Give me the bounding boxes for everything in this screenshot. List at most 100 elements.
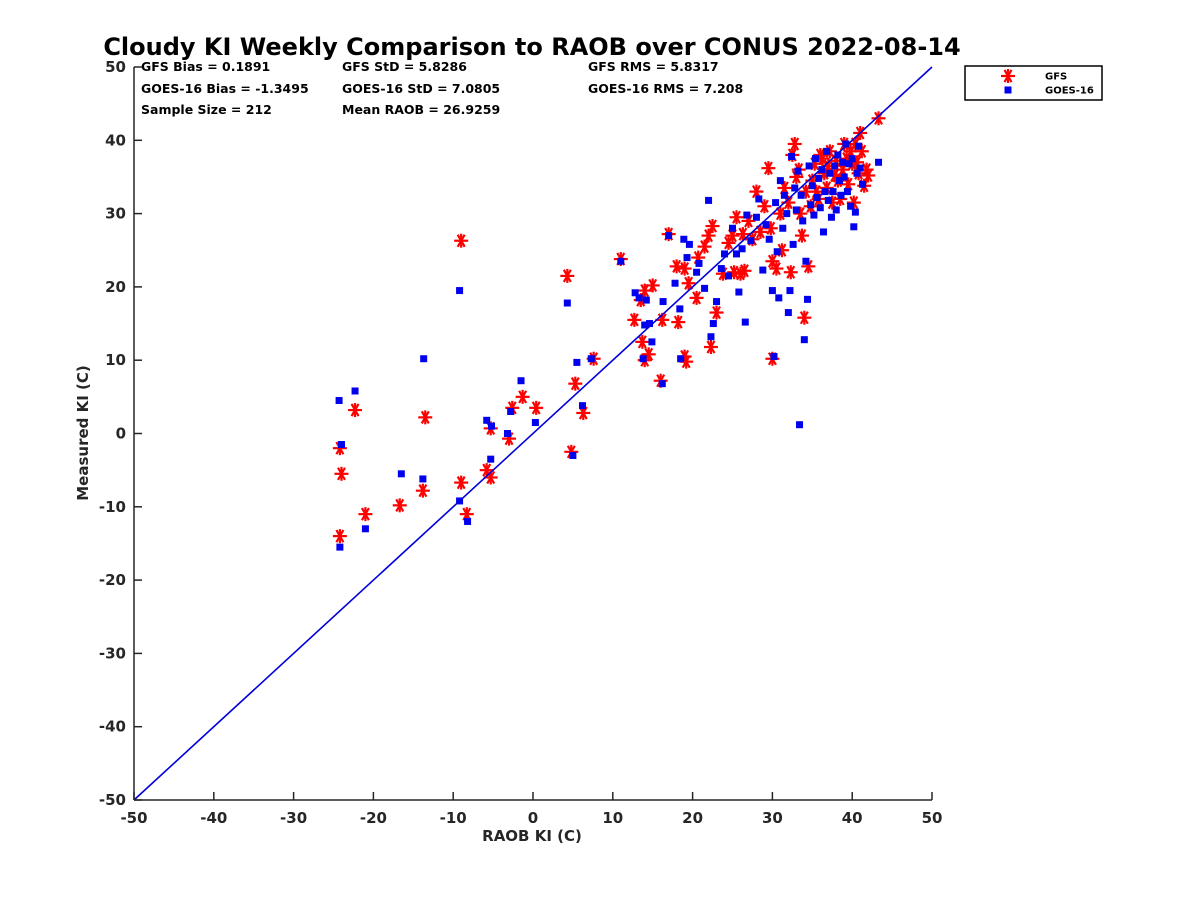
goes16-point: [842, 140, 850, 148]
goes16-point: [676, 305, 684, 313]
goes16-point: [397, 470, 405, 478]
series-gfs: [332, 111, 886, 544]
goes16-point: [875, 158, 883, 166]
gfs-point: [677, 261, 692, 276]
goes16-point: [639, 355, 647, 363]
goes16-point: [855, 142, 863, 150]
goes16-point: [773, 248, 781, 256]
goes16-point: [770, 353, 778, 361]
one-to-one-line: [133, 66, 933, 801]
goes16-point: [641, 321, 649, 329]
goes16-point: [819, 228, 827, 236]
gfs-point: [645, 278, 660, 293]
goes16-point: [488, 422, 496, 430]
gfs-point: [681, 276, 696, 291]
goes16-point: [805, 162, 813, 170]
stat-text: GFS StD = 5.8286: [342, 59, 467, 74]
goes16-point: [635, 294, 643, 302]
y-tick-label: -10: [99, 498, 126, 516]
gfs-point: [669, 259, 684, 274]
goes16-point: [791, 184, 799, 192]
goes16-point: [487, 455, 495, 463]
goes16-point: [707, 333, 715, 341]
goes16-point: [794, 167, 802, 175]
legend: GFS GOES-16: [964, 65, 1103, 101]
goes16-point: [804, 295, 812, 303]
stat-text: GOES-16 Bias = -1.3495: [141, 81, 309, 96]
data-points: [332, 111, 886, 551]
gfs-point: [749, 184, 764, 199]
goes16-point: [837, 191, 845, 199]
goes16-point: [856, 164, 864, 172]
goes16-point: [850, 223, 858, 231]
gfs-point: [735, 227, 750, 242]
x-tick-label: 0: [528, 809, 538, 827]
goes16-point: [713, 298, 721, 306]
gfs-point: [415, 483, 430, 498]
stat-text: Sample Size = 212: [141, 102, 272, 117]
goes16-point: [351, 387, 359, 395]
goes16-point: [456, 287, 464, 295]
goes16-point: [658, 380, 666, 388]
legend-goes16-marker: [1004, 86, 1012, 94]
goes16-point: [843, 188, 851, 196]
goes16-point: [762, 221, 770, 229]
goes16-point: [725, 272, 733, 280]
goes16-point: [665, 232, 673, 240]
goes16-point: [680, 235, 688, 243]
goes16-point: [813, 193, 821, 201]
gfs-point: [454, 233, 469, 248]
goes16-point: [827, 213, 835, 221]
gfs-point: [332, 529, 347, 544]
gfs-point: [334, 466, 349, 481]
goes16-point: [853, 169, 861, 177]
goes16-point: [573, 358, 581, 366]
goes16-point: [811, 155, 819, 163]
goes16-point: [738, 245, 746, 253]
gfs-point: [705, 219, 720, 234]
chart-title: Cloudy KI Weekly Comparison to RAOB over…: [103, 33, 960, 61]
goes16-point: [796, 421, 804, 429]
goes16-point: [642, 296, 650, 304]
goes16-point: [732, 250, 740, 258]
goes16-point: [587, 355, 595, 363]
gfs-point: [568, 376, 583, 391]
goes16-point: [755, 195, 763, 203]
stat-text: Mean RAOB = 26.9259: [342, 102, 500, 117]
x-axis-label: RAOB KI (C): [482, 827, 582, 845]
goes16-point: [808, 182, 816, 190]
goes16-point: [631, 289, 639, 297]
stat-text: GFS Bias = 0.1891: [141, 59, 270, 74]
gfs-point: [627, 312, 642, 327]
y-tick-label: 20: [105, 278, 126, 296]
statistics-block: GFS Bias = 0.1891 GFS StD = 5.8286 GFS RMS…: [141, 59, 743, 117]
gfs-point: [787, 136, 802, 151]
goes16-point: [677, 355, 685, 363]
goes16-point: [772, 199, 780, 207]
goes16-point: [683, 254, 691, 262]
goes16-point: [646, 320, 654, 328]
goes16-point: [783, 210, 791, 218]
goes16-point: [419, 475, 427, 483]
gfs-point: [729, 210, 744, 225]
goes16-point: [503, 430, 511, 437]
goes16-point: [826, 169, 834, 177]
goes16-point: [531, 419, 539, 427]
gfs-point: [529, 400, 544, 415]
stat-text: GOES-16 StD = 7.0805: [342, 81, 500, 96]
stat-text: GOES-16 RMS = 7.208: [588, 81, 743, 96]
goes16-point: [824, 196, 832, 204]
goes16-point: [799, 217, 807, 225]
goes16-point: [420, 355, 428, 363]
goes16-point: [840, 173, 848, 181]
goes16-point: [847, 202, 855, 210]
goes16-point: [709, 320, 717, 328]
goes16-point: [747, 237, 755, 245]
goes16-point: [721, 250, 729, 258]
y-axis-label: Measured KI (C): [74, 365, 92, 501]
gfs-point: [392, 498, 407, 513]
x-tick-label: -30: [280, 809, 307, 827]
goes16-point: [818, 166, 826, 174]
gfs-point: [635, 334, 650, 349]
